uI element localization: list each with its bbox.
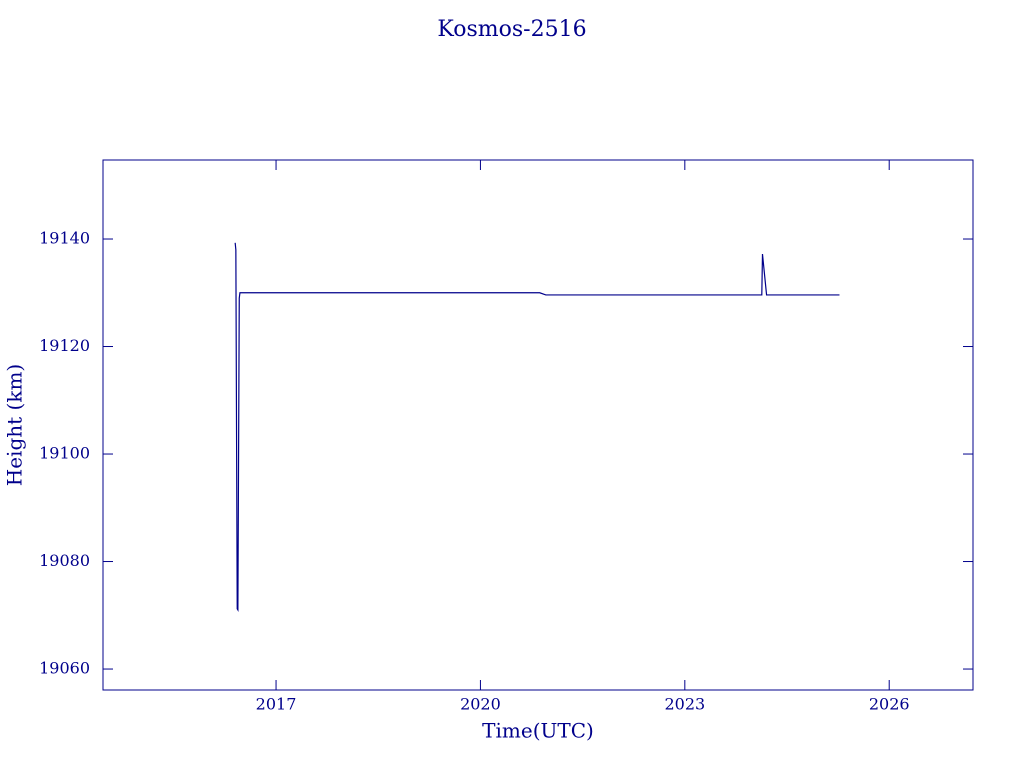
x-tick-label: 2023 bbox=[664, 695, 705, 714]
y-axis-title: Height (km) bbox=[3, 364, 27, 486]
y-tick-label: 19060 bbox=[39, 659, 90, 678]
x-tick-label: 2026 bbox=[869, 695, 910, 714]
x-axis-title: Time(UTC) bbox=[482, 719, 594, 743]
y-tick-label: 19100 bbox=[39, 444, 90, 463]
y-tick-label: 19080 bbox=[39, 551, 90, 570]
y-tick-label: 19140 bbox=[39, 229, 90, 248]
data-line bbox=[234, 242, 840, 612]
y-tick-label: 19120 bbox=[39, 336, 90, 355]
chart-title: Kosmos-2516 bbox=[437, 17, 586, 42]
plot-frame bbox=[102, 159, 974, 691]
x-tick-label: 2017 bbox=[256, 695, 297, 714]
x-tick-label: 2020 bbox=[460, 695, 501, 714]
